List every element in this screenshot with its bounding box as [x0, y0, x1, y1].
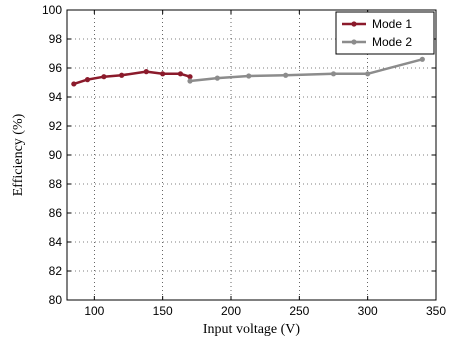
- legend-marker: [351, 39, 357, 45]
- series-line: [189, 58, 423, 83]
- legend-label: Mode 1: [372, 17, 412, 31]
- legend-box: [335, 11, 435, 55]
- data-point: [283, 72, 289, 78]
- data-point: [177, 71, 184, 77]
- data-point: [187, 74, 193, 80]
- y-tick-label: 98: [49, 32, 63, 46]
- grid: [67, 10, 436, 300]
- legend-marker: [351, 21, 357, 27]
- y-tick-label: 90: [49, 148, 63, 162]
- x-tick-label: 300: [358, 304, 378, 318]
- y-tick-label: 80: [49, 293, 63, 307]
- y-axis-label: Efficiency (%): [11, 113, 26, 196]
- data-point: [143, 69, 149, 75]
- data-point: [214, 75, 220, 81]
- legend-item: Mode 1: [342, 17, 412, 31]
- data-point: [419, 56, 425, 62]
- data-point: [365, 71, 371, 77]
- series-line: [73, 70, 191, 86]
- x-tick-label: 350: [426, 304, 446, 318]
- x-tick-label: 200: [221, 304, 241, 318]
- y-tick-label: 84: [49, 235, 63, 249]
- y-tick-label: 100: [42, 3, 62, 17]
- data-point: [246, 73, 252, 79]
- data-point: [84, 77, 91, 83]
- y-tick-label: 92: [49, 119, 63, 133]
- legend-item: Mode 2: [342, 35, 412, 49]
- axis-ticks: 100 150 200 250 300 350 80 82 84 86 88 90 92 94 96 98 10…: [42, 3, 446, 318]
- x-tick-label: 100: [84, 304, 104, 318]
- x-axis-label: Input voltage (V): [203, 322, 301, 337]
- y-tick-label: 94: [49, 90, 63, 104]
- legend-label: Mode 2: [372, 35, 412, 49]
- y-tick-label: 96: [49, 61, 63, 75]
- data-point: [187, 78, 193, 84]
- series-2: [187, 56, 425, 84]
- data-point: [160, 71, 166, 77]
- x-tick-label: 250: [289, 304, 309, 318]
- data-point: [330, 71, 337, 77]
- data-point: [101, 74, 107, 80]
- x-tick-label: 150: [153, 304, 173, 318]
- data-point: [71, 81, 77, 87]
- y-tick-label: 82: [49, 264, 63, 278]
- series-group: [71, 56, 425, 87]
- y-tick-label: 88: [49, 177, 63, 191]
- y-tick-label: 86: [49, 206, 63, 220]
- data-point: [119, 72, 125, 78]
- series-1: [71, 69, 193, 87]
- legend: Mode 1 Mode 2: [335, 11, 435, 55]
